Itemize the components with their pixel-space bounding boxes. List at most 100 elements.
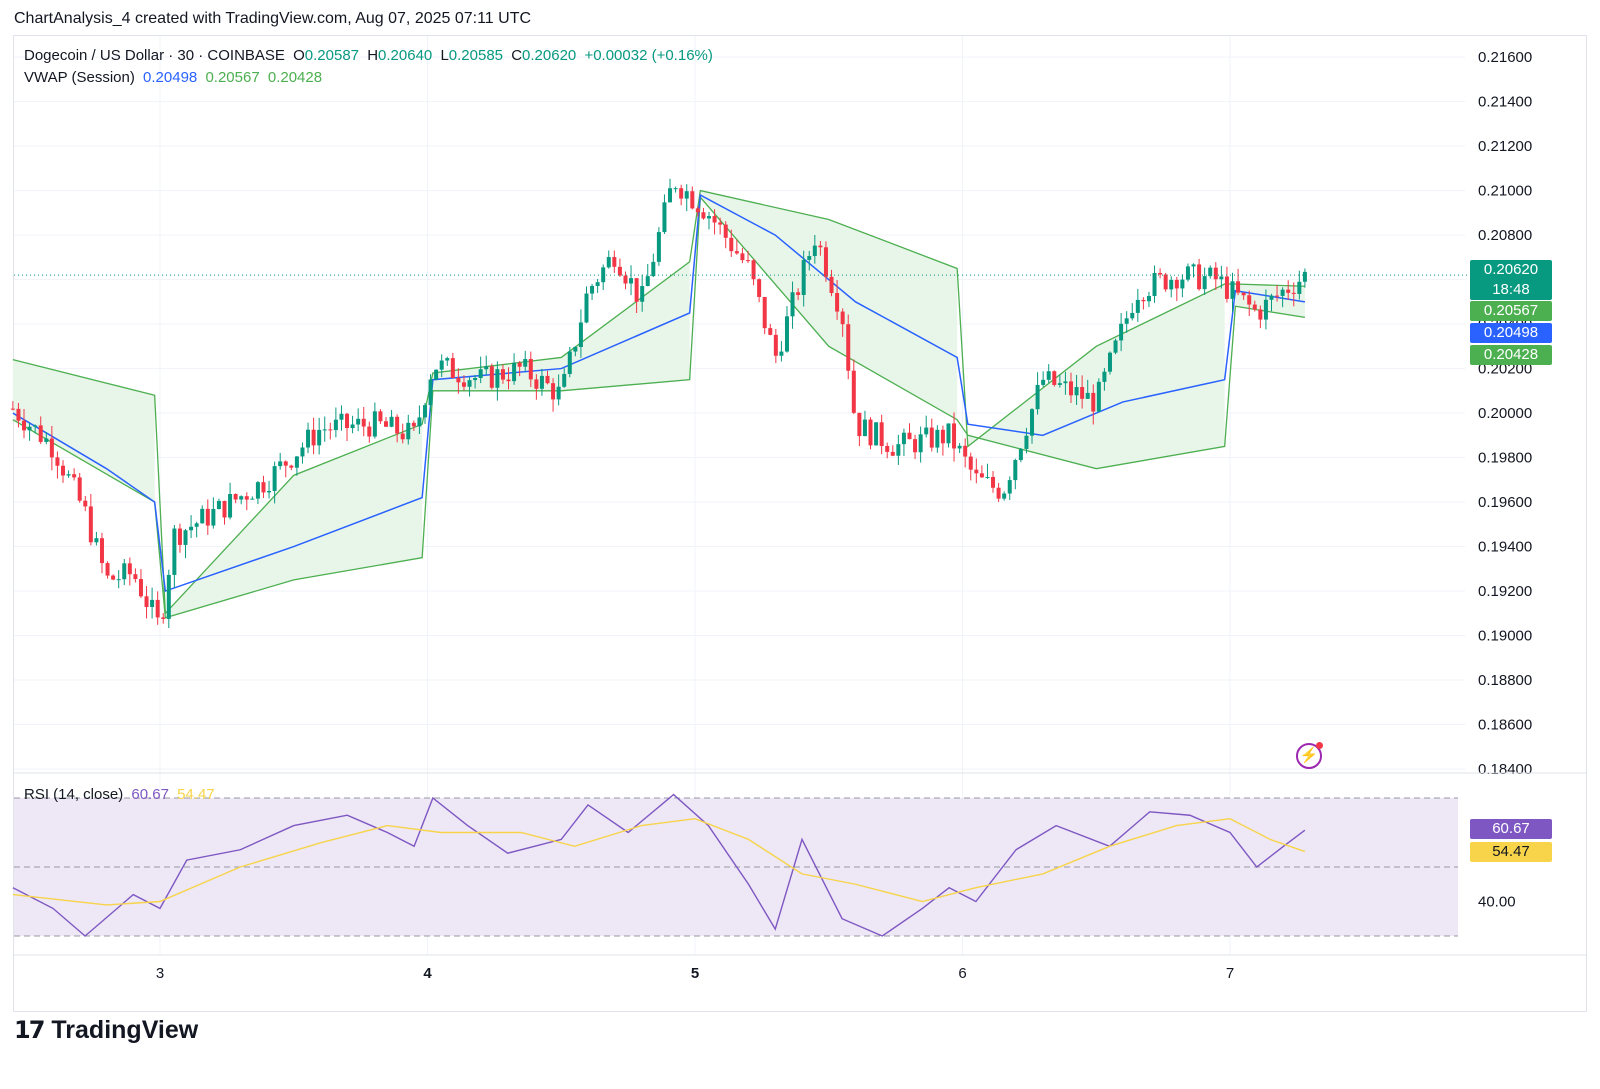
candle-body [372,411,377,437]
candle-body [300,447,305,457]
candle-body [1174,279,1179,289]
candle-body [439,360,444,370]
candle-body [835,293,840,312]
candle-body [974,469,979,474]
candle-body [361,418,366,427]
candle-body [189,526,194,531]
rsi-line [12,793,1306,937]
candle-body [111,575,116,580]
candle-body [278,461,283,467]
candle-body [1297,281,1302,294]
candle-body [1080,387,1085,399]
symbol-legend[interactable]: Dogecoin / US Dollar · 30 · COINBASE O0.… [24,47,717,64]
candle-body [606,257,611,268]
notification-dot [1316,742,1323,749]
tradingview-logo[interactable]: 17 TradingView [14,1013,198,1047]
candle-body [1130,312,1135,319]
candle-body [1275,295,1280,297]
candle-body [122,563,127,580]
candle-body [244,496,249,500]
candle-body [634,278,639,302]
candle-body [929,427,934,448]
candle-body [651,261,656,277]
alert-lightning-icon[interactable]: ⚡ [1296,742,1323,769]
candle-body [1096,381,1101,412]
candle-body [1074,387,1079,396]
vwap-legend[interactable]: VWAP (Session) 0.20498 0.20567 0.20428 [24,69,326,86]
candle-body [629,278,634,284]
candle-body [879,422,884,446]
candle-body [228,494,233,518]
candle-body [222,500,227,518]
vwap-band-fill [700,190,958,420]
candle-body [779,351,784,356]
candle-body [294,456,299,468]
candle-body [1208,267,1213,277]
chart-credit: ChartAnalysis_4 created with TradingView… [14,10,532,27]
candle-body [1286,289,1291,293]
candle-body [773,334,778,356]
candle-body [768,328,773,335]
candle-body [668,188,673,203]
candle-body [1213,267,1218,280]
rsi-legend[interactable]: RSI (14, close) 60.67 54.47 [24,786,219,803]
price-tick-label: 0.19000 [1478,628,1532,645]
vwap-band-fill [12,359,155,503]
candle-body [996,487,1001,499]
candle-body [1041,379,1046,385]
time-tick-label: 7 [1226,965,1234,982]
candle-body [1236,281,1241,293]
candle-body [239,496,244,500]
candle-body [289,465,294,468]
candle-body [924,427,929,435]
candle-body [690,191,695,209]
candle-body [267,490,272,493]
candle-body [306,429,311,448]
candle-body [1035,384,1040,410]
candle-body [1252,304,1257,310]
candle-body [723,224,728,238]
vwap-name: VWAP (Session) [24,69,135,86]
candle-body [812,245,817,257]
close-label: C [511,47,523,64]
candle-body [991,476,996,488]
high-value: 0.20640 [378,47,433,64]
candle-body [133,574,138,580]
rsi-name: RSI (14, close) [24,786,124,803]
candle-body [406,422,411,440]
candle-body [534,379,539,389]
candle-body [640,286,645,302]
candle-body [116,579,121,581]
time-tick-label: 4 [423,965,432,982]
candle-body [1185,266,1190,280]
candle-body [1002,493,1007,499]
candle-body [484,366,489,370]
candle-body [1280,289,1285,296]
price-tick-label: 0.20800 [1478,227,1532,244]
candle-body [1302,271,1307,282]
candle-body [1085,392,1090,399]
candle-body [1263,299,1268,320]
candle-body [1158,272,1163,275]
rsi-ma-value: 54.47 [177,786,215,803]
rsi-value: 60.67 [131,786,169,803]
vwap-upper-tag: 0.20567 [1470,301,1552,321]
candle-body [862,419,867,437]
candle-body [317,429,322,446]
price-tick-label: 0.18800 [1478,672,1532,689]
vwap-upper-band-line [12,189,1305,615]
candle-body [150,599,155,607]
candle-body [718,222,723,225]
candle-body [957,445,962,449]
candle-body [261,482,266,493]
candle-body [216,500,221,509]
candle-body [250,498,255,500]
candle-body [489,366,494,388]
candle-body [1007,480,1012,494]
vwap-lower-tag: 0.20428 [1470,345,1552,365]
candle-body [333,419,338,431]
candle-body [1030,409,1035,436]
candle-body [595,282,600,286]
candle-body [22,420,27,431]
